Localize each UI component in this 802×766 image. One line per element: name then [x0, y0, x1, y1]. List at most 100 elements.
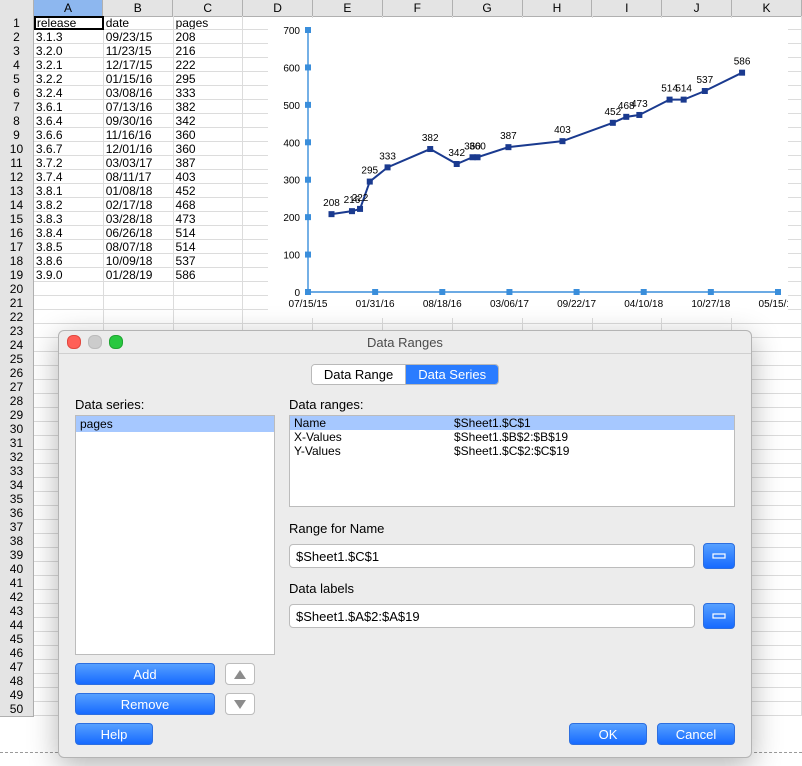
cell[interactable]	[174, 282, 244, 296]
cell[interactable]: 382	[174, 100, 244, 114]
shrink-data-labels-button[interactable]	[703, 603, 735, 629]
row-header[interactable]: 3	[0, 44, 34, 59]
cell[interactable]: 468	[174, 198, 244, 212]
row-header[interactable]: 10	[0, 142, 34, 157]
column-header-H[interactable]: H	[523, 0, 593, 17]
cell[interactable]: 06/26/18	[104, 226, 174, 240]
row-header[interactable]: 49	[0, 688, 34, 703]
cell[interactable]: 208	[174, 30, 244, 44]
ok-button[interactable]: OK	[569, 723, 647, 745]
tab-data-range[interactable]: Data Range	[312, 365, 406, 384]
cell[interactable]: 222	[174, 58, 244, 72]
row-header[interactable]: 12	[0, 170, 34, 185]
list-item[interactable]: pages	[76, 416, 274, 432]
cell[interactable]: 3.6.4	[34, 114, 104, 128]
cell[interactable]: 3.2.4	[34, 86, 104, 100]
cell[interactable]	[34, 282, 104, 296]
row-header[interactable]: 44	[0, 618, 34, 633]
row-header[interactable]: 15	[0, 212, 34, 227]
column-header-I[interactable]: I	[592, 0, 662, 17]
row-header[interactable]: 11	[0, 156, 34, 171]
cell[interactable]: 473	[174, 212, 244, 226]
cell[interactable]	[34, 296, 104, 310]
row-header[interactable]: 7	[0, 100, 34, 115]
row-header[interactable]: 27	[0, 380, 34, 395]
row-header[interactable]: 42	[0, 590, 34, 605]
cell[interactable]	[34, 310, 104, 324]
cell[interactable]: pages	[174, 16, 244, 30]
tab-data-series[interactable]: Data Series	[406, 365, 498, 384]
cell[interactable]: 03/28/18	[104, 212, 174, 226]
row-header[interactable]: 40	[0, 562, 34, 577]
row-header[interactable]: 36	[0, 506, 34, 521]
row-header[interactable]: 18	[0, 254, 34, 269]
cell[interactable]: 3.7.2	[34, 156, 104, 170]
cell[interactable]: 08/11/17	[104, 170, 174, 184]
row-header[interactable]: 8	[0, 114, 34, 129]
row-header[interactable]: 43	[0, 604, 34, 619]
chart[interactable]: 010020030040050060070007/15/1501/31/1608…	[268, 18, 788, 318]
row-header[interactable]: 6	[0, 86, 34, 101]
cell[interactable]: 09/23/15	[104, 30, 174, 44]
row-header[interactable]: 17	[0, 240, 34, 255]
list-item[interactable]: X-Values$Sheet1.$B$2:$B$19	[290, 430, 734, 444]
cell[interactable]: 3.2.1	[34, 58, 104, 72]
row-header[interactable]: 14	[0, 198, 34, 213]
column-header-K[interactable]: K	[732, 0, 802, 17]
move-up-button[interactable]	[225, 663, 255, 685]
cell[interactable]: 01/15/16	[104, 72, 174, 86]
row-header[interactable]: 16	[0, 226, 34, 241]
cell[interactable]: 01/28/19	[104, 268, 174, 282]
cell[interactable]: 295	[174, 72, 244, 86]
row-header[interactable]: 28	[0, 394, 34, 409]
cell[interactable]: 01/08/18	[104, 184, 174, 198]
cell[interactable]: release	[34, 16, 104, 30]
cell[interactable]: 586	[174, 268, 244, 282]
row-header[interactable]: 13	[0, 184, 34, 199]
cell[interactable]: 03/03/17	[104, 156, 174, 170]
cell[interactable]: 3.8.6	[34, 254, 104, 268]
row-header[interactable]: 33	[0, 464, 34, 479]
cell[interactable]: 12/17/15	[104, 58, 174, 72]
close-icon[interactable]	[67, 335, 81, 349]
range-for-name-input[interactable]	[289, 544, 695, 568]
cell[interactable]: 09/30/16	[104, 114, 174, 128]
cell[interactable]: 537	[174, 254, 244, 268]
cell[interactable]	[174, 296, 244, 310]
cell[interactable]: 403	[174, 170, 244, 184]
cancel-button[interactable]: Cancel	[657, 723, 735, 745]
column-header-B[interactable]: B	[103, 0, 173, 17]
cell[interactable]: 360	[174, 142, 244, 156]
data-labels-input[interactable]	[289, 604, 695, 628]
row-header[interactable]: 22	[0, 310, 34, 325]
row-header[interactable]: 26	[0, 366, 34, 381]
list-item[interactable]: Name$Sheet1.$C$1	[290, 416, 734, 430]
row-header[interactable]: 9	[0, 128, 34, 143]
cell[interactable]: 02/17/18	[104, 198, 174, 212]
row-header[interactable]: 31	[0, 436, 34, 451]
cell[interactable]: 3.8.2	[34, 198, 104, 212]
cell[interactable]: 342	[174, 114, 244, 128]
cell[interactable]: 3.8.1	[34, 184, 104, 198]
row-header[interactable]: 35	[0, 492, 34, 507]
cell[interactable]: 3.8.4	[34, 226, 104, 240]
row-header[interactable]: 41	[0, 576, 34, 591]
cell[interactable]: 3.6.1	[34, 100, 104, 114]
remove-button[interactable]: Remove	[75, 693, 215, 715]
row-header[interactable]: 48	[0, 674, 34, 689]
cell[interactable]: 514	[174, 240, 244, 254]
cell[interactable]: 3.2.2	[34, 72, 104, 86]
cell[interactable]: 3.1.3	[34, 30, 104, 44]
row-header[interactable]: 38	[0, 534, 34, 549]
row-header[interactable]: 39	[0, 548, 34, 563]
cell[interactable]: 11/16/16	[104, 128, 174, 142]
row-header[interactable]: 19	[0, 268, 34, 283]
cell[interactable]: 3.9.0	[34, 268, 104, 282]
cell[interactable]: 07/13/16	[104, 100, 174, 114]
cell[interactable]: 216	[174, 44, 244, 58]
add-button[interactable]: Add	[75, 663, 215, 685]
cell[interactable]: 360	[174, 128, 244, 142]
column-header-C[interactable]: C	[173, 0, 243, 17]
select-all-corner[interactable]	[0, 0, 34, 17]
column-header-E[interactable]: E	[313, 0, 383, 17]
